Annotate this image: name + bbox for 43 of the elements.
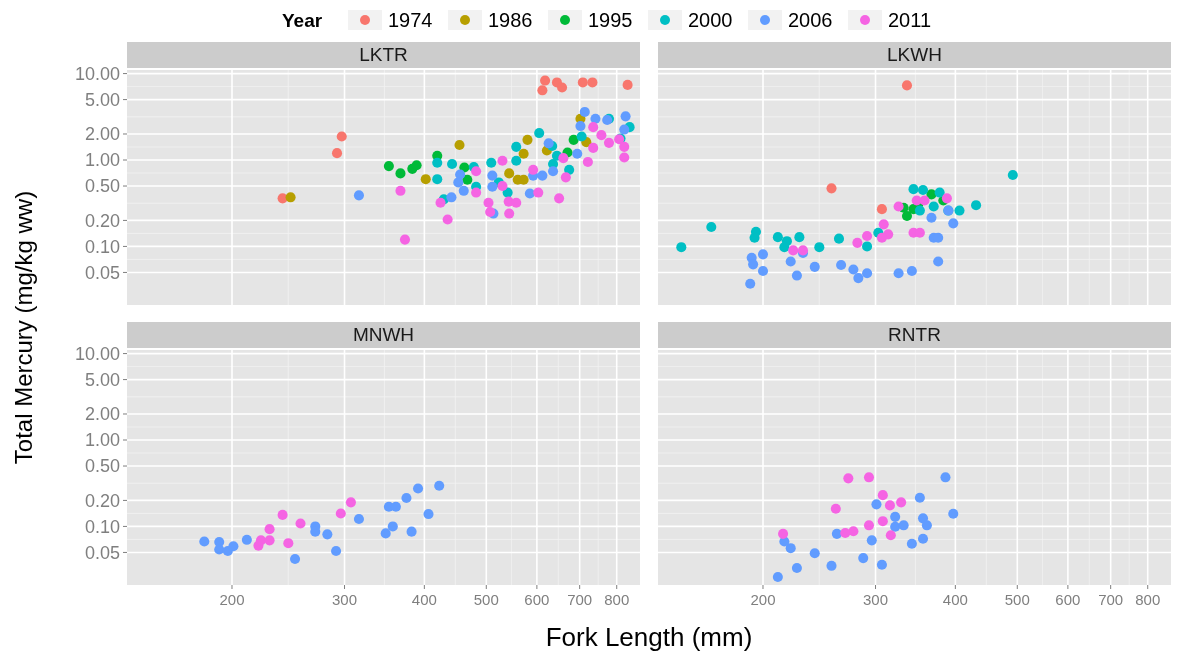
- chart-title: RNTR: [888, 324, 941, 345]
- x-tick-label: 600: [524, 591, 550, 608]
- chart-title: LKTR: [359, 44, 408, 65]
- legend-title: Year: [282, 9, 323, 31]
- y-tick-label: 5.00: [84, 369, 120, 390]
- chart-title: MNWH: [352, 324, 415, 345]
- x-tick-label: 800: [1135, 591, 1161, 608]
- x-tick-label: 600: [1055, 591, 1081, 608]
- y-tick-label: 1.00: [84, 150, 120, 171]
- y-tick-label: 0.10: [84, 516, 120, 537]
- x-tick-label: 300: [332, 591, 358, 608]
- x-tick-label: 700: [567, 591, 593, 608]
- x-tick-label: 700: [1098, 591, 1124, 608]
- x-tick-label: 500: [473, 591, 499, 608]
- x-tick-label: 400: [942, 591, 968, 608]
- y-tick-label: 5.00: [84, 89, 120, 110]
- y-tick-label: 0.50: [84, 456, 120, 477]
- y-axis-title: Total Mercury (mg/kg ww): [10, 190, 37, 465]
- legend-label: 2000: [688, 9, 733, 31]
- x-tick-label: 300: [863, 591, 889, 608]
- x-tick-label: 400: [411, 591, 437, 608]
- y-tick-label: 0.20: [84, 490, 120, 511]
- x-tick-label: 500: [1004, 591, 1030, 608]
- x-tick-label: 200: [219, 591, 245, 608]
- y-tick-label: 10.00: [74, 343, 120, 364]
- legend-label: 1986: [488, 9, 533, 31]
- y-tick-label: 0.50: [84, 176, 120, 197]
- x-tick-label: 800: [604, 591, 630, 608]
- y-tick-label: 0.10: [84, 236, 120, 257]
- chart-title: LKWH: [887, 44, 942, 65]
- y-tick-label: 0.05: [84, 542, 120, 563]
- legend-label: 1995: [588, 9, 633, 31]
- y-tick-label: 1.00: [84, 430, 120, 451]
- legend-label: 2011: [888, 9, 932, 31]
- x-axis-title: Fork Length (mm): [545, 622, 753, 652]
- y-tick-label: 0.20: [84, 210, 120, 231]
- x-tick-label: 200: [750, 591, 776, 608]
- legend-label: 2006: [788, 9, 833, 31]
- y-tick-label: 2.00: [84, 404, 120, 425]
- y-tick-label: 2.00: [84, 124, 120, 145]
- y-tick-label: 10.00: [74, 63, 120, 84]
- y-tick-label: 0.05: [84, 262, 120, 283]
- legend-label: 1974: [388, 9, 433, 31]
